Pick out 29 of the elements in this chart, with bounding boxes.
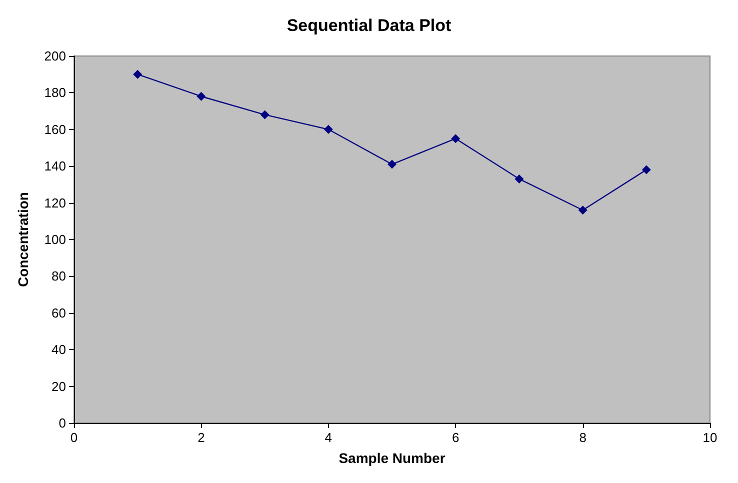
point [133, 70, 142, 79]
chart-title: Sequential Data Plot [286, 16, 452, 35]
point [196, 92, 206, 101]
y-tick-label: 0 [58, 416, 66, 430]
point [578, 206, 588, 215]
point [514, 174, 524, 184]
x-tick-label: 8 [579, 430, 586, 445]
y-tick-label: 60 [52, 305, 66, 320]
x-axis-title: Sample Number [338, 450, 446, 466]
x-tick-label: 0 [70, 430, 78, 445]
y-tick-label: 200 [44, 48, 66, 64]
point [451, 134, 460, 144]
y-tick-label: 160 [44, 122, 66, 137]
point [324, 124, 333, 134]
x-tick-label: 2 [198, 430, 205, 445]
y-tick-label: 140 [44, 158, 66, 174]
y-tick-label: 80 [52, 268, 66, 284]
y-axis-title: Concentration [15, 192, 31, 287]
x-tick-label: 10 [702, 430, 718, 445]
x-tick-label: 6 [452, 430, 460, 445]
point [260, 110, 270, 120]
point [642, 165, 651, 174]
y-tick-label: 120 [44, 195, 66, 210]
y-tick-label: 180 [44, 85, 66, 100]
y-tick-label: 100 [44, 232, 66, 247]
x-tick-label: 4 [324, 430, 332, 445]
y-tick-label: 40 [52, 342, 66, 358]
y-tick-label: 20 [52, 378, 66, 394]
point [388, 160, 396, 169]
